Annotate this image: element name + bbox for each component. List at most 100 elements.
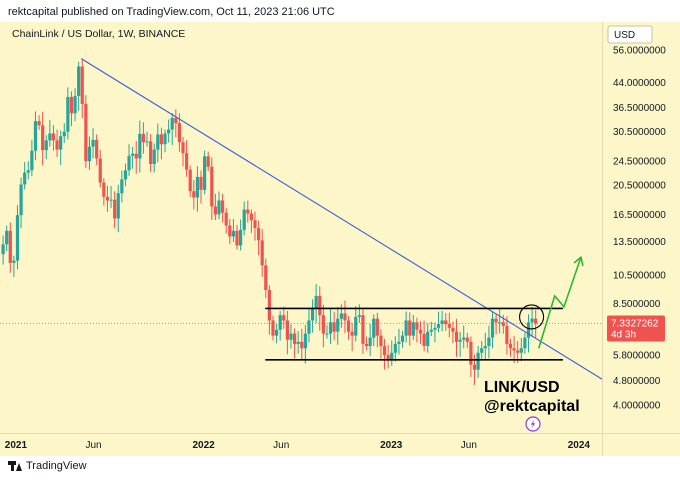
candle <box>310 299 315 333</box>
candle <box>174 109 178 138</box>
candle <box>242 201 246 236</box>
candle <box>307 307 311 343</box>
candle-body <box>505 325 509 344</box>
candle <box>44 135 48 160</box>
candle <box>253 211 257 241</box>
candle <box>217 191 221 220</box>
candle-body <box>199 176 203 190</box>
candle-body <box>307 320 311 334</box>
candle <box>149 133 153 173</box>
candle <box>440 310 444 332</box>
candle <box>246 200 250 223</box>
candle <box>167 119 171 143</box>
candle <box>30 139 34 177</box>
candle <box>336 307 340 345</box>
candle-body <box>192 191 196 198</box>
candle <box>282 306 286 329</box>
candle-body <box>361 315 365 344</box>
footer-brand: TradingView <box>8 460 87 472</box>
price-chart[interactable]: ChainLink / US Dollar, 1W, BINANCE LINK/… <box>0 22 603 433</box>
candle-body <box>41 125 45 151</box>
candle-body <box>163 133 167 145</box>
candle-body <box>131 153 135 156</box>
candle-body <box>69 96 74 114</box>
time-axis[interactable]: 2021 Jun 2022 Jun 2023 Jun 2024 <box>0 433 602 456</box>
candle-body <box>231 230 235 237</box>
candle-body <box>120 179 124 194</box>
candle-body <box>501 322 505 326</box>
candle-body <box>336 318 340 332</box>
descending-trendline[interactable] <box>80 58 603 380</box>
candle <box>534 310 538 338</box>
candle <box>530 307 534 338</box>
candle-body <box>451 327 455 332</box>
candle <box>238 219 243 251</box>
candle <box>296 331 300 354</box>
candle <box>498 308 502 334</box>
price-tick-label: 16.5000000 <box>613 210 666 221</box>
candle <box>393 336 397 362</box>
time-tick-label: Jun <box>86 440 102 451</box>
candle-body <box>440 320 444 325</box>
candle-body <box>73 95 77 114</box>
candle <box>156 123 160 163</box>
candle <box>411 314 415 341</box>
price-tick-label: 5.8000000 <box>613 351 661 362</box>
brand-label: TradingView <box>26 460 87 472</box>
candle-body <box>235 230 239 246</box>
publish-line: rektcapital published on TradingView.com… <box>8 6 335 18</box>
chart-pane[interactable]: ChainLink / US Dollar, 1W, BINANCE LINK/… <box>0 22 603 433</box>
candle <box>314 283 318 324</box>
candle <box>483 332 487 360</box>
currency-label: USD <box>614 30 635 41</box>
candle <box>55 129 59 157</box>
candle-body <box>206 156 210 167</box>
candle <box>429 321 433 337</box>
candle <box>116 184 120 233</box>
candle-body <box>390 352 394 360</box>
candle-body <box>454 331 459 342</box>
candle <box>426 323 430 353</box>
candle <box>51 125 56 151</box>
candle-body <box>476 352 480 370</box>
candle-body <box>526 322 531 338</box>
candle-body <box>55 140 59 150</box>
candle <box>231 218 235 243</box>
price-tick-label: 30.5000000 <box>613 127 666 138</box>
candle-body <box>134 153 138 159</box>
projection-path[interactable] <box>538 256 582 349</box>
highlight-circle[interactable] <box>519 304 545 330</box>
candle-body <box>246 209 250 214</box>
candle-body <box>411 322 415 336</box>
candle <box>400 330 405 348</box>
candle <box>350 322 354 352</box>
candle-body <box>296 341 300 344</box>
candle-body <box>185 153 189 170</box>
candle-body <box>195 176 200 198</box>
candle-body <box>436 324 441 328</box>
candle <box>505 316 509 355</box>
candle <box>224 208 228 234</box>
candle-body <box>382 346 387 356</box>
candle-body <box>375 318 379 336</box>
candle-body <box>498 322 502 324</box>
candle-body <box>238 229 243 246</box>
candle <box>62 123 66 143</box>
tradingview-logo-icon <box>8 461 22 471</box>
candle <box>397 328 401 355</box>
price-tick-label: 4.0000000 <box>613 401 661 412</box>
candle <box>368 324 372 357</box>
price-axis[interactable]: USD 56.0000000 44.0000000 36.5000000 30.500… <box>602 22 680 433</box>
candle-body <box>37 121 41 126</box>
candle <box>213 193 218 221</box>
candle <box>37 115 41 130</box>
candle-body <box>426 331 430 347</box>
time-axis-scale: 2021 Jun 2022 Jun 2023 Jun 2024 <box>5 440 591 451</box>
candle-body <box>325 333 329 335</box>
annotation-layer <box>0 58 603 380</box>
candle-body <box>523 337 527 349</box>
candle-body <box>397 341 401 344</box>
candle-body <box>23 172 27 185</box>
candle <box>404 311 408 343</box>
